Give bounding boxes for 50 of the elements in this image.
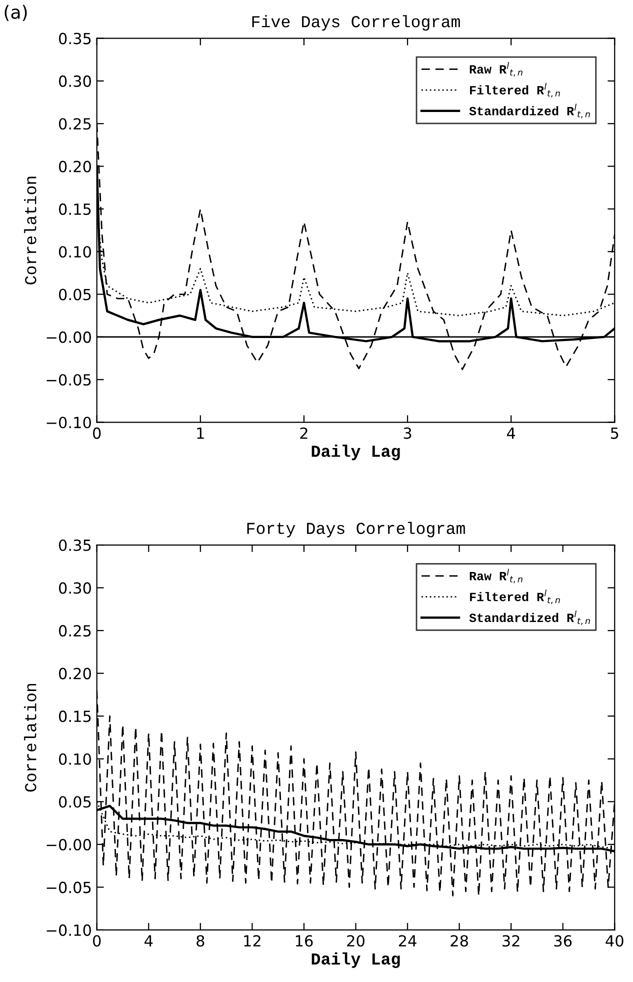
legend-label: Raw R$^{l}$$_{t,n}$ (470, 568, 522, 584)
x-tick-label: 2 (300, 427, 308, 439)
y-tick-label: 0.10 (58, 246, 91, 258)
x-tick-label: 24 (398, 935, 416, 946)
x-tick-label: 0 (92, 935, 101, 947)
y-tick-label: 0.30 (58, 75, 91, 87)
y-tick-label: 0.35 (58, 32, 91, 44)
x-tick-label: 4 (144, 935, 153, 946)
chart-title: Five Days Correlogram (252, 15, 460, 31)
y-tick-label: −0.10 (46, 924, 91, 936)
legend-label: Raw R$^{l}$$_{t,n}$ (470, 62, 522, 77)
y-tick-label: −0.05 (46, 374, 91, 386)
y-tick-label: −0.10 (46, 416, 91, 428)
legend-label: Standardized R$^{l}$$_{t,n}$ (469, 610, 590, 626)
y-tick-label: 0.05 (58, 288, 91, 300)
y-tick-label: 0.10 (58, 753, 91, 765)
x-tick-label: 20 (347, 935, 364, 947)
x-tick-label: 32 (502, 935, 520, 947)
x-axis-title: Daily Lag (312, 952, 400, 968)
x-tick-label: 4 (506, 428, 516, 439)
y-axis-title: Correlation (24, 684, 36, 792)
x-tick-label: 1 (197, 428, 204, 439)
y-tick-label: 0.05 (58, 796, 91, 808)
chart-title: Forty Days Correlogram (247, 522, 465, 538)
x-tick-label: 36 (554, 935, 572, 947)
y-tick-label: 0.15 (58, 710, 91, 722)
legend-label: Filtered R$^{l}$$_{t,n}$ (470, 82, 560, 98)
y-tick-label: 0.35 (58, 539, 91, 552)
y-tick-label: −0.00 (46, 838, 91, 850)
y-tick-label: 0.15 (58, 203, 91, 215)
y-tick-label: −0.00 (46, 331, 91, 343)
y-tick-label: −0.05 (46, 882, 91, 894)
x-tick-label: 8 (196, 935, 204, 947)
x-tick-label: 16 (296, 935, 313, 947)
x-tick-label: 3 (404, 427, 412, 439)
y-tick-label: 0.20 (58, 668, 91, 680)
x-tick-label: 12 (244, 935, 260, 946)
x-tick-label: 28 (450, 935, 468, 947)
x-axis-title: Daily Lag (312, 444, 400, 460)
legend-label: Standardized R$^{l}$$_{t,n}$ (469, 104, 590, 118)
x-tick-label: 0 (92, 427, 101, 439)
x-tick-label: 40 (606, 935, 624, 947)
y-tick-label: 0.20 (58, 160, 91, 172)
y-tick-label: 0.25 (58, 625, 91, 637)
legend-label: Filtered R$^{l}$$_{t,n}$ (470, 590, 560, 604)
y-axis-title: Correlation (24, 176, 36, 284)
text: (a) (4, 4, 27, 22)
x-tick-label: 5 (610, 428, 618, 439)
y-tick-label: 0.30 (58, 582, 91, 594)
y-tick-label: 0.25 (58, 118, 91, 130)
